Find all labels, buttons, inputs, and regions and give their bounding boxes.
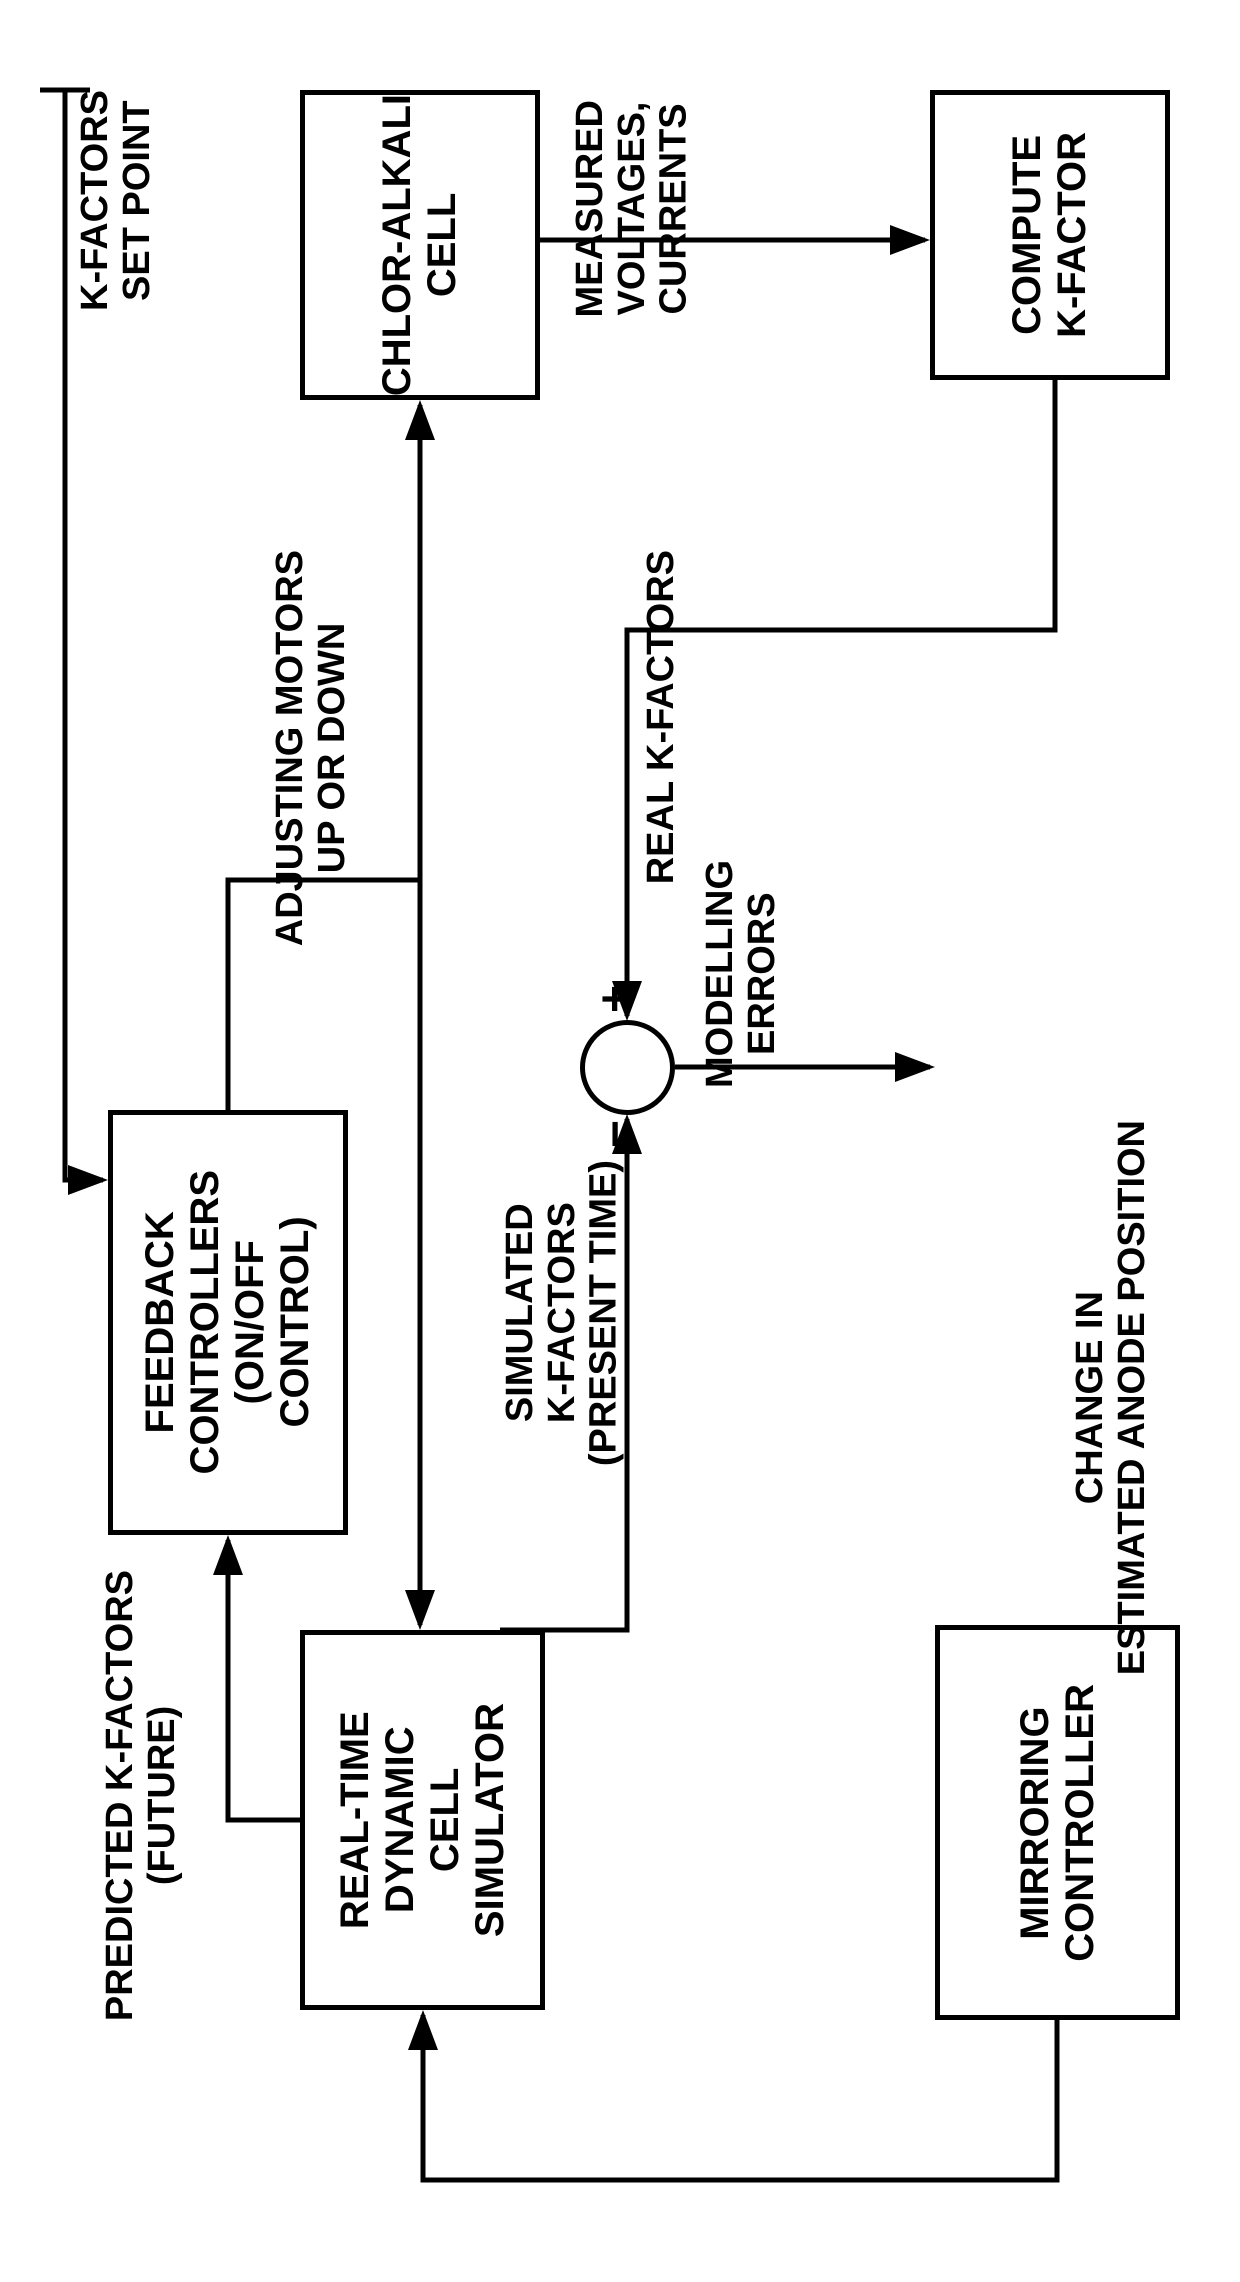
label-change-anode-position: CHANGE IN ESTIMATED ANODE POSITION (1070, 1120, 1154, 1675)
node-label: CHLOR-ALKALI CELL (375, 94, 465, 396)
plus-sign: + (588, 985, 643, 1013)
summing-junction (580, 1020, 675, 1115)
node-mirroring-controller: MIRRORING CONTROLLER (935, 1625, 1180, 2020)
label-real-kfactors: REAL K-FACTORS (640, 550, 683, 884)
node-compute-k-factor: COMPUTE K-FACTOR (930, 90, 1170, 380)
label-simulated-kfactors: SIMULATED K-FACTORS (PRESENT TIME) (500, 1160, 625, 1466)
node-chlor-alkali-cell: CHLOR-ALKALI CELL (300, 90, 540, 400)
label-modelling-errors: MODELLING ERRORS (700, 860, 784, 1088)
node-label: FEEDBACK CONTROLLERS (ON/OFF CONTROL) (138, 1170, 318, 1474)
node-label: MIRRORING CONTROLLER (1013, 1684, 1103, 1962)
node-real-time-simulator: REAL-TIME DYNAMIC CELL SIMULATOR (300, 1630, 545, 2010)
flowchart-root: CHLOR-ALKALI CELL COMPUTE K-FACTOR FEEDB… (0, 0, 1240, 2282)
minus-sign: − (588, 1120, 643, 1148)
node-label: REAL-TIME DYNAMIC CELL SIMULATOR (333, 1703, 513, 1937)
node-label: COMPUTE K-FACTOR (1005, 132, 1095, 338)
label-adjusting-motors: ADJUSTING MOTORS UP OR DOWN (270, 550, 354, 946)
label-predicted-kfactors: PREDICTED K-FACTORS (FUTURE) (100, 1570, 184, 2021)
label-measured-voltages: MEASURED VOLTAGES, CURRENTS (570, 100, 695, 317)
label-kfactors-setpoint: K-FACTORS SET POINT (75, 90, 159, 311)
node-feedback-controllers: FEEDBACK CONTROLLERS (ON/OFF CONTROL) (108, 1110, 348, 1535)
